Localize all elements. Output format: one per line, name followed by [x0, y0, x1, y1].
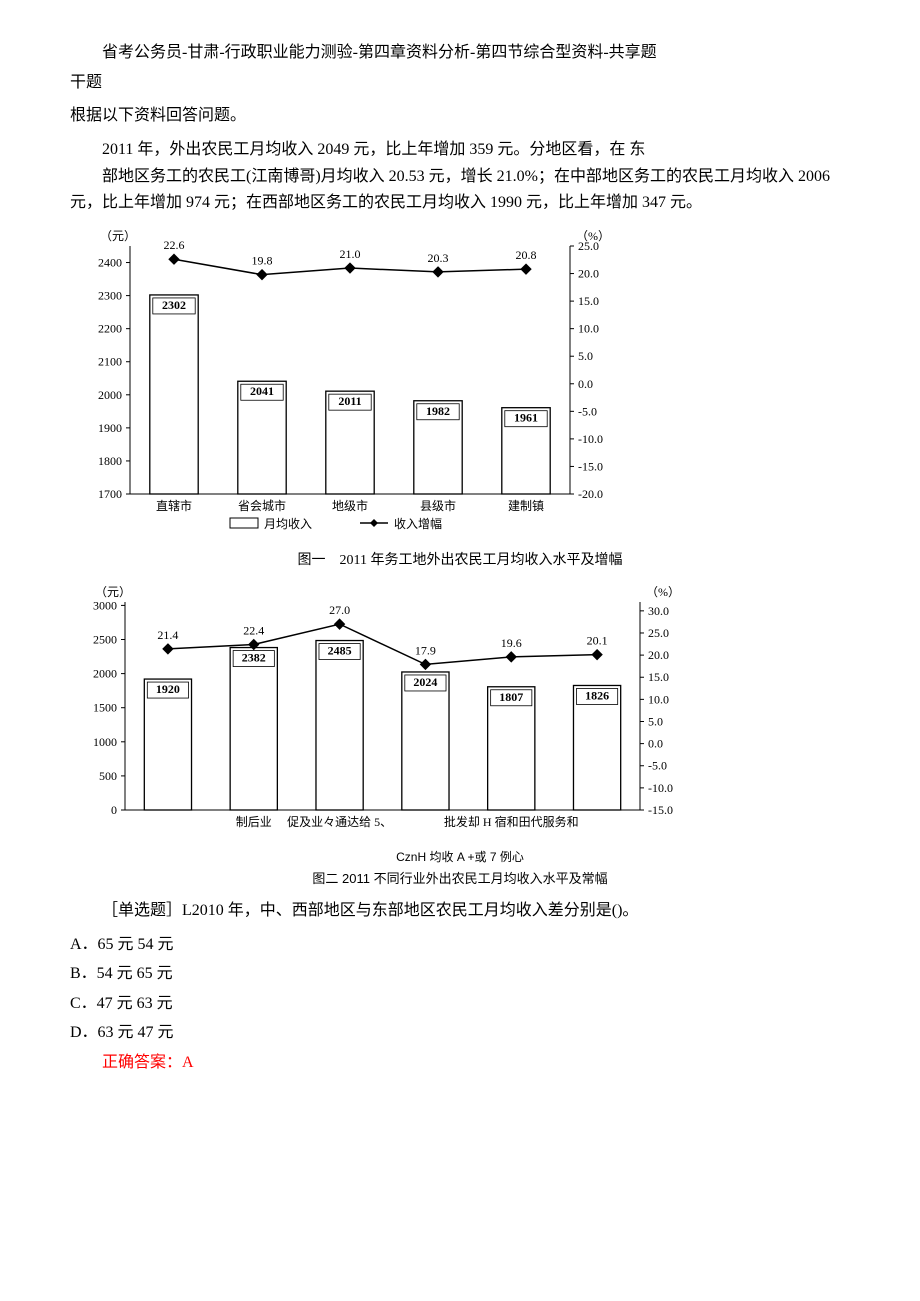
- svg-text:1982: 1982: [426, 403, 450, 417]
- svg-text:1900: 1900: [98, 420, 122, 434]
- svg-text:-20.0: -20.0: [578, 487, 603, 501]
- chart2-container: （元） （%） 0 500 1000 1500 2000 2500 3000 -15.0 -10.0…: [70, 580, 850, 840]
- option-a[interactable]: A．65 元 54 元: [70, 932, 850, 958]
- svg-text:1920: 1920: [156, 682, 180, 696]
- svg-text:22.4: 22.4: [243, 623, 264, 637]
- svg-text:20.8: 20.8: [516, 248, 537, 262]
- svg-text:20.3: 20.3: [428, 250, 449, 264]
- svg-text:25.0: 25.0: [578, 239, 599, 253]
- svg-text:2302: 2302: [162, 298, 186, 312]
- chart2-note: CznH 均收 A +或 7 例心: [70, 848, 850, 867]
- svg-text:收入增幅: 收入增幅: [394, 516, 442, 531]
- svg-text:20.0: 20.0: [578, 266, 599, 280]
- svg-text:-5.0: -5.0: [648, 759, 667, 773]
- svg-text:（%）: （%）: [646, 585, 680, 599]
- svg-text:19.6: 19.6: [501, 636, 522, 650]
- svg-text:-15.0: -15.0: [648, 803, 673, 817]
- svg-text:3000: 3000: [93, 598, 117, 612]
- svg-text:2400: 2400: [98, 255, 122, 269]
- svg-text:0.0: 0.0: [578, 376, 593, 390]
- chart1-svg: （元）（%）17001800190020002100220023002400-2…: [70, 224, 630, 542]
- svg-text:地级市: 地级市: [332, 498, 368, 513]
- svg-text:5.0: 5.0: [648, 714, 663, 728]
- chart1-container: （元）（%）17001800190020002100220023002400-2…: [70, 224, 850, 542]
- svg-text:1961: 1961: [514, 410, 538, 424]
- svg-text:-15.0: -15.0: [578, 459, 603, 473]
- svg-text:1807: 1807: [499, 690, 523, 704]
- passage-line2: 部地区务工的农民工(江南博哥)月均收入 20.53 元，增长 21.0%；在中部…: [70, 164, 850, 215]
- svg-text:2100: 2100: [98, 354, 122, 368]
- passage-line1: 2011 年，外出农民工月均收入 2049 元，比上年增加 359 元。分地区看…: [70, 137, 850, 163]
- svg-text:15.0: 15.0: [578, 294, 599, 308]
- svg-text:2000: 2000: [98, 387, 122, 401]
- chart1-caption: 图一 2011 年务工地外出农民工月均收入水平及增幅: [70, 550, 850, 572]
- svg-text:17.9: 17.9: [415, 643, 436, 657]
- svg-text:促及业々通达给 5、: 促及业々通达给 5、: [287, 815, 392, 829]
- svg-text:10.0: 10.0: [578, 321, 599, 335]
- svg-text:21.4: 21.4: [157, 628, 178, 642]
- svg-text:1700: 1700: [98, 487, 122, 501]
- svg-text:月均收入: 月均收入: [264, 517, 312, 531]
- svg-text:建制镇: 建制镇: [508, 499, 544, 513]
- svg-text:（元）: （元）: [95, 585, 131, 599]
- svg-text:1500: 1500: [93, 701, 117, 715]
- svg-text:（元）: （元）: [100, 229, 136, 243]
- svg-text:25.0: 25.0: [648, 626, 669, 640]
- svg-text:1000: 1000: [93, 735, 117, 749]
- svg-text:2024: 2024: [413, 675, 437, 689]
- svg-text:2041: 2041: [250, 384, 274, 398]
- svg-text:直辖市: 直辖市: [156, 498, 192, 513]
- svg-text:15.0: 15.0: [648, 670, 669, 684]
- svg-text:2485: 2485: [328, 643, 352, 657]
- option-d[interactable]: D．63 元 47 元: [70, 1020, 850, 1046]
- svg-text:30.0: 30.0: [648, 604, 669, 618]
- svg-text:省会城市: 省会城市: [238, 498, 286, 513]
- svg-text:20.1: 20.1: [587, 634, 608, 648]
- svg-text:2382: 2382: [242, 651, 266, 665]
- svg-text:2500: 2500: [93, 632, 117, 646]
- svg-text:2011: 2011: [338, 394, 361, 408]
- intro: 根据以下资料回答问题。: [70, 103, 850, 129]
- svg-text:县级市: 县级市: [420, 498, 456, 513]
- svg-text:批发却 H 宿和田代服务和: 批发却 H 宿和田代服务和: [444, 814, 579, 829]
- svg-text:20.0: 20.0: [648, 648, 669, 662]
- doc-title-1: 省考公务员-甘肃-行政职业能力测验-第四章资料分析-第四节综合型资料-共享题: [70, 40, 850, 66]
- svg-text:500: 500: [99, 769, 117, 783]
- svg-text:-5.0: -5.0: [578, 404, 597, 418]
- svg-text:22.6: 22.6: [164, 238, 185, 252]
- svg-text:-10.0: -10.0: [648, 781, 673, 795]
- svg-text:0.0: 0.0: [648, 737, 663, 751]
- chart2-svg: （元） （%） 0 500 1000 1500 2000 2500 3000 -15.0 -10.0…: [70, 580, 690, 840]
- svg-text:1800: 1800: [98, 453, 122, 467]
- svg-text:2000: 2000: [93, 667, 117, 681]
- chart2-caption: 图二 2011 不同行业外出农民工月均收入水平及常幅: [70, 869, 850, 890]
- svg-text:2200: 2200: [98, 321, 122, 335]
- svg-text:21.0: 21.0: [340, 247, 361, 261]
- svg-text:制后业: 制后业: [236, 815, 272, 829]
- svg-text:-10.0: -10.0: [578, 431, 603, 445]
- question-stem: ［单选题］L2010 年，中、西部地区与东部地区农民工月均收入差分别是()。: [70, 898, 850, 924]
- svg-text:1826: 1826: [585, 688, 609, 702]
- option-c[interactable]: C．47 元 63 元: [70, 991, 850, 1017]
- svg-text:0: 0: [111, 803, 117, 817]
- svg-text:5.0: 5.0: [578, 349, 593, 363]
- correct-answer: 正确答案：A: [70, 1050, 850, 1076]
- doc-title-2: 干题: [70, 70, 850, 96]
- option-b[interactable]: B．54 元 65 元: [70, 961, 850, 987]
- svg-text:10.0: 10.0: [648, 692, 669, 706]
- svg-text:19.8: 19.8: [252, 253, 273, 267]
- svg-text:27.0: 27.0: [329, 603, 350, 617]
- svg-text:2300: 2300: [98, 288, 122, 302]
